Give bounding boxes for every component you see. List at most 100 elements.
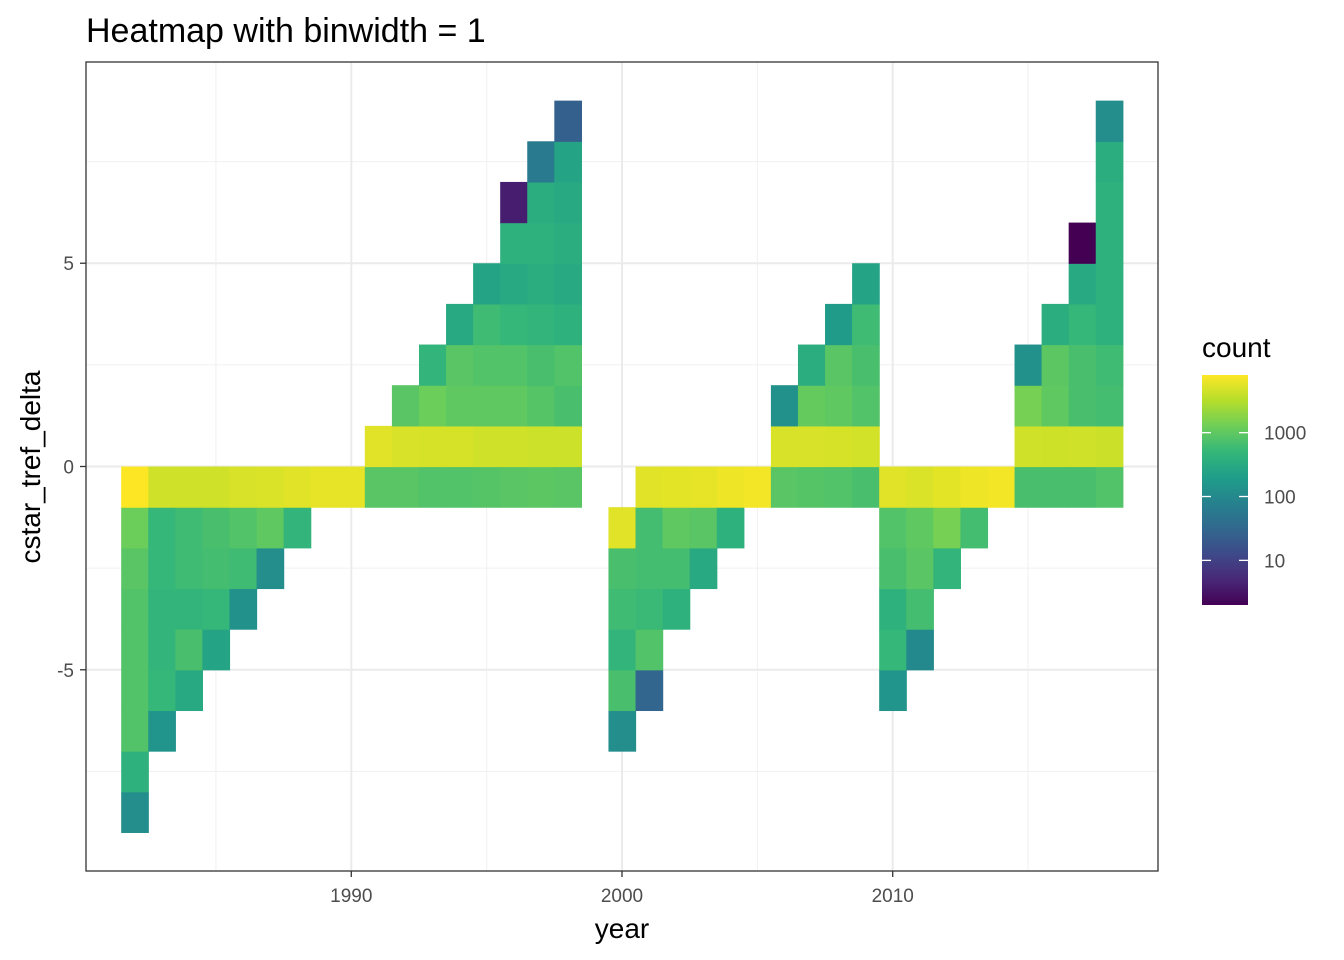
heatmap-tile [825, 344, 853, 386]
heatmap-tile [121, 466, 149, 508]
heatmap-tile [202, 629, 231, 671]
heatmap-tile [473, 263, 501, 305]
heatmap-tile [770, 425, 799, 468]
x-tick-label: 2010 [872, 886, 914, 907]
y-tick-label: 0 [63, 458, 74, 479]
heatmap-tile [1095, 181, 1124, 224]
heatmap-tile [1095, 100, 1124, 142]
heatmap-tile [1041, 303, 1070, 346]
heatmap-tile [743, 466, 772, 508]
heatmap-tile [635, 588, 664, 630]
legend-colorbar [1202, 375, 1248, 605]
heatmap-tile [852, 303, 880, 346]
heatmap-tile [770, 466, 799, 508]
heatmap-tile [121, 751, 149, 793]
heatmap-tile [175, 507, 203, 549]
heatmap-tile [1014, 425, 1043, 468]
heatmap-tile [608, 669, 637, 712]
heatmap-tile [1095, 222, 1124, 264]
heatmap-tile [500, 344, 528, 386]
heatmap-tile [635, 629, 664, 671]
heatmap-tile [960, 466, 989, 508]
heatmap-tile [418, 344, 447, 386]
heatmap-tile [1041, 466, 1070, 508]
heatmap-tile [608, 507, 637, 549]
heatmap-tile [906, 629, 934, 671]
heatmap-tile [635, 547, 664, 590]
heatmap-tile [906, 588, 934, 630]
heatmap-tile [473, 303, 501, 346]
heatmap-tile [906, 547, 934, 590]
heatmap-tile [770, 385, 799, 427]
heatmap-tile [202, 588, 231, 630]
heatmap-tile [310, 466, 339, 508]
heatmap-tile [933, 466, 961, 508]
heatmap-tile [554, 425, 582, 468]
heatmap-tile [364, 425, 393, 468]
heatmap-tile [879, 629, 907, 671]
heatmap-tile [1068, 303, 1097, 346]
heatmap-tile [121, 588, 149, 630]
heatmap-tile [283, 507, 312, 549]
heatmap-tile [797, 466, 826, 508]
heatmap-tile [121, 629, 149, 671]
heatmap-tile [879, 547, 907, 590]
heatmap-tile [500, 263, 528, 305]
heatmap-tile [879, 669, 907, 712]
heatmap-tile [446, 303, 474, 346]
heatmap-tile [500, 466, 528, 508]
heatmap-tile [527, 222, 555, 264]
heatmap-tile [229, 466, 258, 508]
heatmap-tile [256, 547, 285, 590]
heatmap-tile [175, 466, 203, 508]
heatmap-tile [364, 466, 393, 508]
heatmap-tile [473, 425, 501, 468]
heatmap-tile [446, 344, 474, 386]
heatmap-tile [960, 507, 989, 549]
heatmap-tile [473, 466, 501, 508]
heatmap-tile [527, 385, 555, 427]
heatmap-tile [1068, 466, 1097, 508]
heatmap-tile [554, 385, 582, 427]
heatmap-tile [202, 507, 231, 549]
heatmap-tile [1041, 385, 1070, 427]
heatmap-tile [418, 385, 447, 427]
heatmap-tile [1095, 425, 1124, 468]
heatmap-tile [608, 710, 637, 752]
heatmap-tile [121, 547, 149, 590]
heatmap-tile [148, 629, 176, 671]
heatmap-tile [825, 385, 853, 427]
heatmap-tile [852, 466, 880, 508]
heatmap-tile [148, 547, 176, 590]
heatmap-tile [202, 466, 231, 508]
heatmap-tile [554, 100, 582, 142]
heatmap-tile [1068, 263, 1097, 305]
heatmap-tile [1068, 344, 1097, 386]
heatmap-tile [1095, 141, 1124, 183]
heatmap-tile [1068, 425, 1097, 468]
heatmap-tile [554, 466, 582, 508]
heatmap-tile [906, 466, 934, 508]
heatmap-tile [527, 466, 555, 508]
heatmap-tile [256, 466, 285, 508]
heatmap-tile [1014, 385, 1043, 427]
heatmap-tile [527, 181, 555, 224]
heatmap-tile [148, 507, 176, 549]
heatmap-tile [797, 385, 826, 427]
heatmap-tile [473, 385, 501, 427]
heatmap-tile [635, 507, 664, 549]
y-axis: -5 0 5 [57, 254, 86, 682]
heatmap-tile [256, 507, 285, 549]
heatmap-tile [418, 466, 447, 508]
x-axis: 1990 2000 2010 [330, 871, 914, 907]
heatmap-tile [1095, 303, 1124, 346]
heatmap-tile [1095, 466, 1124, 508]
heatmap-tile [635, 669, 664, 712]
heatmap-tile [879, 507, 907, 549]
heatmap-tile [797, 425, 826, 468]
heatmap-tile [689, 507, 718, 549]
heatmap-tile [879, 466, 907, 508]
heatmap-tile [337, 466, 366, 508]
heatmap-tile [1041, 344, 1070, 386]
heatmap-tile [608, 547, 637, 590]
